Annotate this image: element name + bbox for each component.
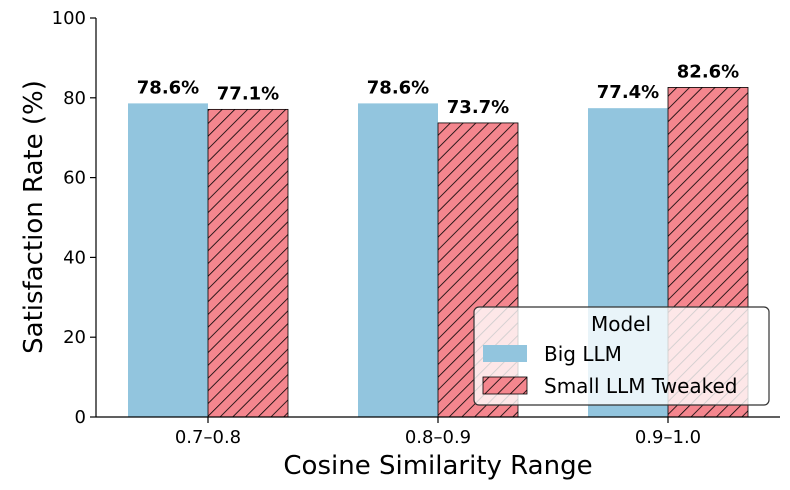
x-axis-title: Cosine Similarity Range	[283, 451, 592, 481]
legend-label-small-llm-tweaked: Small LLM Tweaked	[544, 374, 738, 398]
data-label-small-llm-tweaked-3: 82.6%	[677, 61, 739, 82]
y-tick-label: 60	[63, 168, 86, 189]
x-tick-label: 0.8–0.9	[405, 427, 471, 448]
x-tick-label: 0.9–1.0	[635, 427, 701, 448]
legend: Model Big LLM Small LLM Tweaked	[473, 306, 770, 406]
x-tick-label: 0.7–0.8	[175, 427, 241, 448]
y-tick-label: 20	[63, 327, 86, 348]
data-label-small-llm-tweaked-1: 77.1%	[217, 83, 279, 104]
legend-label-big-llm: Big LLM	[544, 342, 622, 366]
legend-swatch-small-llm-tweaked-hatch	[483, 377, 527, 394]
data-label-small-llm-tweaked-2: 73.7%	[447, 97, 509, 118]
bar-big-llm-2	[358, 103, 438, 418]
y-tick-label: 100	[52, 8, 86, 29]
data-label-big-llm-3: 77.4%	[597, 82, 659, 103]
y-axis-title: Satisfaction Rate (%)	[19, 80, 49, 354]
y-tick-label: 0	[75, 407, 86, 428]
y-tick-label: 80	[63, 88, 86, 109]
bar-big-llm-1	[128, 103, 208, 418]
legend-title: Model	[591, 312, 651, 336]
bar-small-llm-tweaked-1-hatch	[208, 109, 288, 417]
y-tick-label: 40	[63, 247, 86, 268]
legend-frame	[473, 306, 770, 406]
legend-swatch-big-llm	[483, 345, 527, 362]
axes: 0 20 40 60 80 100 0.7–0.8 0.8–0.9 0.9–1.0	[52, 8, 780, 448]
data-label-big-llm-2: 78.6%	[367, 77, 429, 98]
data-label-big-llm-1: 78.6%	[137, 77, 199, 98]
data-labels-layer: 78.6% 77.1% 78.6% 73.7% 77.4% 82.6%	[137, 61, 739, 118]
